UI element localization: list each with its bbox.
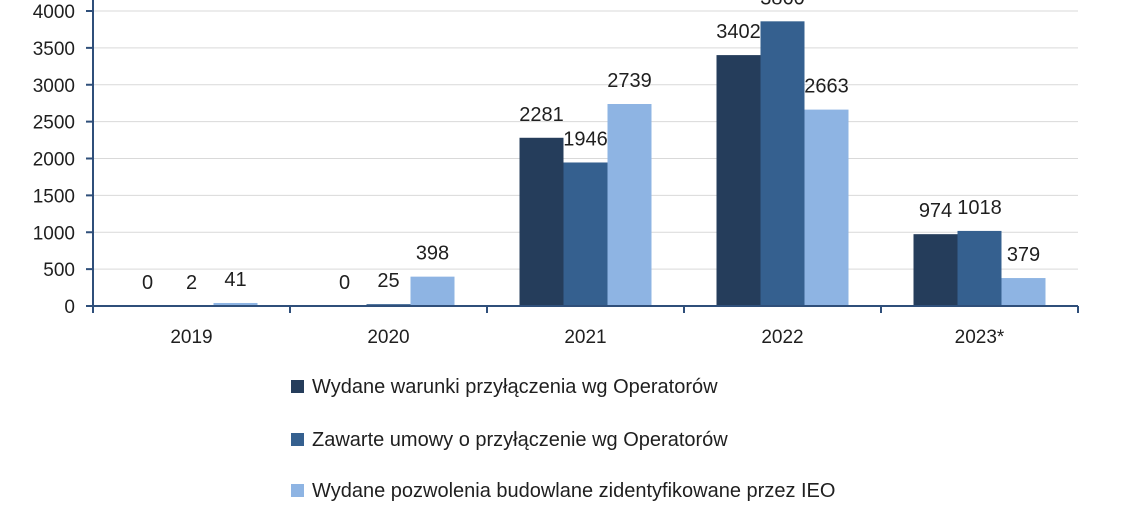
legend-label: Wydane pozwolenia budowlane zidentyfikow…	[312, 480, 835, 502]
y-tick-label: 3000	[33, 76, 75, 97]
data-label: 41	[224, 269, 246, 291]
data-label: 2739	[607, 70, 652, 92]
x-tick-label: 2022	[761, 327, 803, 348]
data-label: 3402	[716, 21, 761, 43]
bar-1-2023	[914, 234, 958, 306]
bar-1-2021	[520, 138, 564, 306]
y-tick-label: 3500	[33, 39, 75, 60]
data-label: 2	[186, 272, 197, 294]
bar-2-2023	[958, 231, 1002, 306]
bar-1-2022	[717, 55, 761, 306]
legend-swatch	[291, 433, 304, 446]
y-tick-label: 2000	[33, 150, 75, 171]
data-label: 0	[339, 272, 350, 294]
legend-swatch	[291, 484, 304, 497]
bar-3-2020	[411, 277, 455, 306]
data-label: 2663	[804, 76, 849, 98]
data-label: 379	[1007, 244, 1040, 266]
bar-2-2022	[761, 21, 805, 306]
y-tick-label: 500	[43, 260, 75, 281]
bar-3-2022	[805, 110, 849, 306]
data-label: 398	[416, 243, 449, 265]
data-label: 1018	[957, 197, 1002, 219]
legend-swatch	[291, 380, 304, 393]
bars	[170, 21, 1046, 306]
x-tick-label: 2020	[367, 327, 409, 348]
legend: Wydane warunki przyłączenia wg Operatoró…	[291, 376, 835, 502]
bar-3-2021	[608, 104, 652, 306]
data-label: 25	[377, 270, 399, 292]
legend-label: Zawarte umowy o przyłączenie wg Operator…	[312, 429, 728, 451]
x-tick-label: 2023*	[955, 327, 1005, 348]
bar-3-2023	[1002, 278, 1046, 306]
y-tick-label: 0	[64, 297, 75, 318]
bar-2-2021	[564, 162, 608, 306]
y-tick-label: 2500	[33, 113, 75, 134]
data-label: 0	[142, 272, 153, 294]
y-tick-label: 1500	[33, 186, 75, 207]
data-label: 3860	[760, 0, 805, 9]
x-tick-label: 2019	[170, 327, 212, 348]
y-tick-label: 1000	[33, 223, 75, 244]
x-tick-label: 2021	[564, 327, 606, 348]
data-label: 974	[919, 200, 952, 222]
data-label: 2281	[519, 104, 564, 126]
y-tick-label: 4000	[33, 2, 75, 23]
data-label: 1946	[563, 128, 608, 150]
legend-label: Wydane warunki przyłączenia wg Operatoró…	[312, 376, 718, 398]
